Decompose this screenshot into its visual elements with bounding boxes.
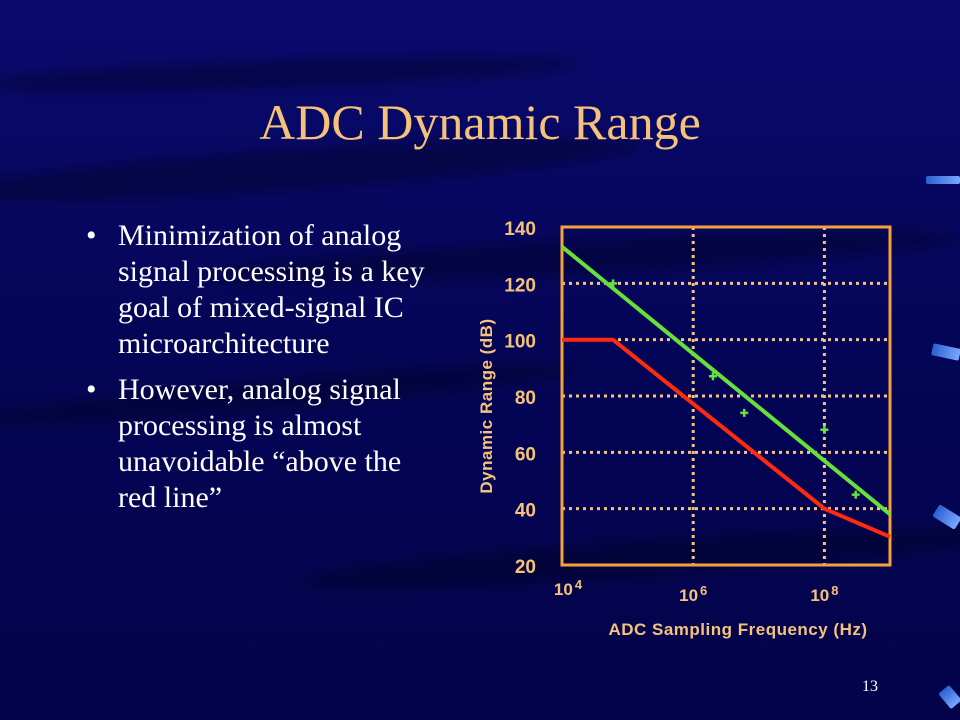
bullet-dot-icon: •: [86, 219, 97, 252]
scatter-marker-plus: [609, 279, 618, 288]
x-tick-label: 10 6: [679, 583, 707, 605]
y-axis-label: Dynamic Range (dB): [477, 318, 496, 493]
scatter-marker-plus: [851, 490, 860, 499]
bullet-item: • Minimization of analog signal processi…: [82, 218, 442, 362]
edge-decoration: [932, 504, 960, 530]
scatter-marker-plus: [740, 408, 749, 417]
y-tick-label: 120: [504, 275, 536, 296]
edge-decoration: [931, 343, 960, 361]
y-tick-label: 80: [515, 388, 536, 409]
plot-frame: [560, 225, 892, 567]
chart-series: [560, 245, 892, 539]
x-axis-label: ADC Sampling Frequency (Hz): [608, 620, 867, 639]
x-tick-label: 10 4: [554, 577, 583, 599]
bullet-list: • Minimization of analog signal processi…: [82, 218, 442, 526]
page-number: 13: [862, 678, 878, 695]
green-series-line: [560, 245, 892, 516]
bullet-text: Minimization of analog signal processing…: [118, 219, 425, 360]
y-tick-label: 140: [504, 219, 536, 240]
y-tick-label: 20: [515, 557, 536, 578]
edge-decoration: [938, 684, 960, 710]
scatter-marker-plus: [820, 425, 829, 434]
x-tick-label: 10 8: [810, 583, 838, 605]
scatter-marker-plus: [708, 372, 717, 381]
bullet-item: • However, analog signal processing is a…: [82, 372, 442, 516]
slide-title: ADC Dynamic Range: [259, 94, 701, 150]
edge-decoration: [926, 176, 960, 184]
y-tick-label: 60: [515, 444, 536, 465]
y-tick-label: 40: [515, 501, 536, 522]
red-series-line: [562, 337, 891, 539]
y-tick-labels: 20 40 60 80 100 120 140: [504, 219, 536, 578]
bullet-text: However, analog signal processing is alm…: [118, 373, 402, 514]
chart-grid: [562, 227, 890, 565]
y-tick-label: 100: [504, 332, 536, 353]
bullet-dot-icon: •: [86, 373, 97, 406]
